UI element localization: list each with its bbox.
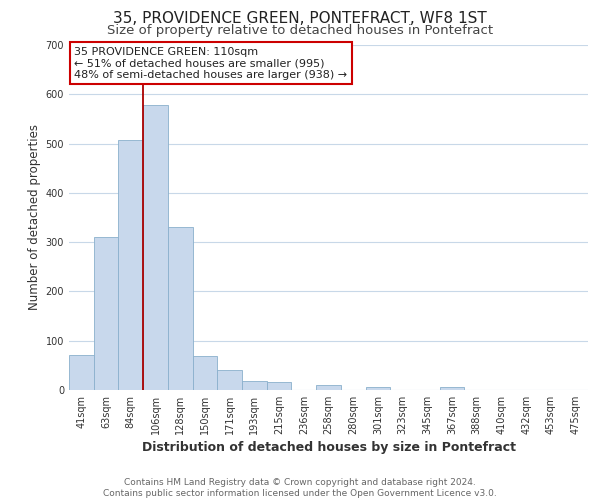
Text: Contains HM Land Registry data © Crown copyright and database right 2024.
Contai: Contains HM Land Registry data © Crown c… xyxy=(103,478,497,498)
Bar xyxy=(440,387,464,390)
Bar xyxy=(217,370,242,390)
Y-axis label: Number of detached properties: Number of detached properties xyxy=(28,124,41,310)
Bar xyxy=(69,354,94,390)
Bar xyxy=(118,140,143,390)
Bar xyxy=(242,381,267,390)
Bar xyxy=(168,228,193,390)
X-axis label: Distribution of detached houses by size in Pontefract: Distribution of detached houses by size … xyxy=(142,441,515,454)
Bar xyxy=(316,384,341,390)
Text: 35, PROVIDENCE GREEN, PONTEFRACT, WF8 1ST: 35, PROVIDENCE GREEN, PONTEFRACT, WF8 1S… xyxy=(113,11,487,26)
Text: Size of property relative to detached houses in Pontefract: Size of property relative to detached ho… xyxy=(107,24,493,37)
Text: 35 PROVIDENCE GREEN: 110sqm
← 51% of detached houses are smaller (995)
48% of se: 35 PROVIDENCE GREEN: 110sqm ← 51% of det… xyxy=(74,46,347,80)
Bar xyxy=(143,105,168,390)
Bar xyxy=(94,237,118,390)
Bar xyxy=(193,356,217,390)
Bar xyxy=(365,386,390,390)
Bar xyxy=(267,382,292,390)
